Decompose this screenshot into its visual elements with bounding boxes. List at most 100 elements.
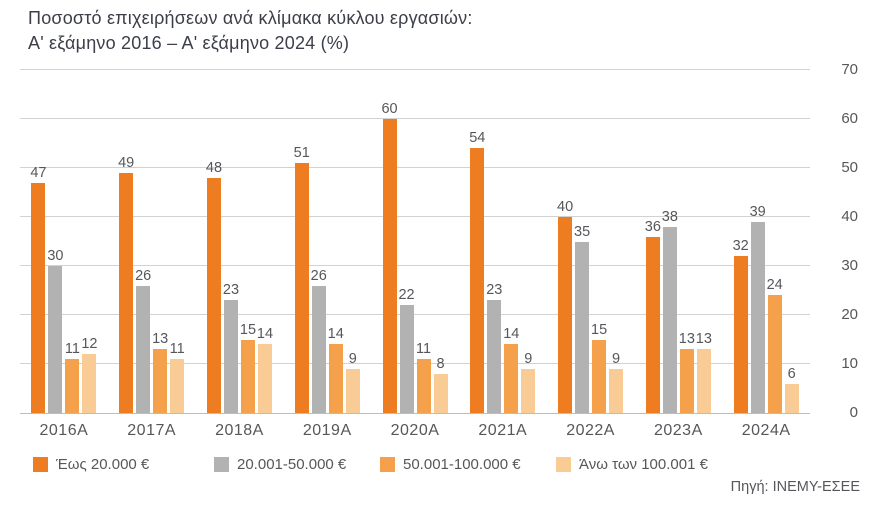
bar-series4-2020A [433, 373, 448, 413]
bar-series2-2020A [399, 305, 414, 413]
value-label: 51 [293, 145, 310, 162]
bar-group-2017A: 49 26 13 11 [108, 70, 196, 413]
bar-groups-layer: 47 30 11 12 49 26 13 11 48 23 15 14 51 26 14 9 60 22 11 8 54… [20, 70, 810, 413]
bar-series1-2024A [733, 256, 748, 413]
gridline-60 [20, 118, 810, 119]
y-tick-label-60: 60 [841, 110, 858, 127]
value-label: 54 [469, 130, 486, 147]
value-label: 14 [503, 326, 520, 343]
bar-column: 36 [644, 218, 661, 413]
value-label: 6 [787, 365, 796, 382]
x-axis-label-2018A: 2018A [215, 422, 264, 439]
bar-series4-2018A [257, 344, 272, 413]
bar-series2-2024A [750, 221, 765, 413]
value-label: 15 [591, 321, 608, 338]
bar-column: 11 [65, 341, 80, 413]
value-label: 9 [612, 350, 621, 367]
bar-column: 14 [256, 326, 274, 413]
legend-swatch-icon [33, 457, 48, 472]
value-label: 13 [678, 331, 695, 348]
bar-column: 15 [239, 321, 257, 413]
gridline-70 [20, 69, 810, 70]
y-tick-label-70: 70 [841, 61, 858, 78]
bar-series3-2023A [679, 349, 694, 413]
bar-column: 60 [381, 101, 398, 413]
x-axis-label-2024A: 2024A [741, 422, 791, 439]
legend-label: 20.001-50.000 € [237, 456, 347, 473]
bar-column: 48 [205, 159, 223, 413]
value-label: 38 [661, 208, 678, 225]
legend-item-3: 50.001-100.000 € [380, 456, 521, 473]
bar-column: 9 [345, 351, 360, 413]
bar-series4-2022A [609, 368, 624, 413]
bar-group-2021A: 54 23 14 9 [459, 70, 547, 413]
bar-column: 47 [30, 165, 46, 413]
y-tick-label-30: 30 [841, 257, 858, 274]
value-label: 8 [436, 355, 445, 372]
gridline-40 [20, 216, 810, 217]
gridline-20 [20, 314, 810, 315]
gridline-50 [20, 167, 810, 168]
value-label: 12 [81, 336, 98, 353]
gridline-10 [20, 363, 810, 364]
bar-series1-2016A [31, 182, 46, 413]
value-label: 23 [486, 282, 503, 299]
bar-column: 13 [678, 331, 695, 413]
y-tick-label-50: 50 [841, 159, 858, 176]
bar-column: 51 [293, 145, 310, 413]
value-label: 48 [205, 159, 223, 176]
bar-series3-2019A [328, 344, 343, 413]
value-label: 11 [415, 341, 432, 358]
bar-series2-2017A [136, 285, 151, 413]
bar-series4-2017A [170, 359, 185, 413]
bar-series4-2021A [521, 368, 536, 413]
value-label: 24 [766, 277, 783, 294]
bar-series4-2016A [82, 354, 97, 413]
bar-column: 6 [784, 365, 799, 413]
source-note: Πηγή: ΙΝΕΜΥ-ΕΣΕΕ [730, 479, 860, 495]
bar-column: 35 [574, 223, 591, 413]
value-label: 14 [256, 326, 274, 343]
bar-column: 13 [152, 331, 169, 413]
y-tick-label-10: 10 [841, 355, 858, 372]
value-label: 15 [239, 321, 257, 338]
value-label: 26 [310, 267, 327, 284]
chart-title-line1: Ποσοστό επιχειρήσεων ανά κλίμακα κύκλου … [28, 8, 473, 28]
value-label: 30 [47, 248, 64, 264]
y-tick-label-0: 0 [849, 404, 858, 421]
value-label: 22 [398, 287, 415, 304]
bar-series3-2024A [767, 295, 782, 413]
bar-series2-2023A [662, 226, 677, 413]
bar-series1-2020A [382, 119, 397, 413]
x-axis-label-2020A: 2020A [390, 422, 440, 439]
bar-column: 12 [81, 336, 98, 413]
bar-series3-2022A [592, 339, 607, 413]
bar-group-2024A: 32 39 24 6 [722, 70, 810, 413]
bar-series2-2021A [487, 300, 502, 413]
bar-series2-2019A [311, 285, 326, 413]
bar-series1-2021A [470, 148, 485, 413]
bar-series3-2016A [65, 359, 80, 413]
value-label: 35 [574, 223, 591, 240]
value-label: 13 [152, 331, 169, 348]
legend-label: Έως 20.000 € [56, 456, 150, 473]
bar-column: 11 [415, 341, 432, 413]
legend-label: 50.001-100.000 € [403, 456, 521, 473]
bar-column: 32 [733, 238, 749, 413]
bar-group-2019A: 51 26 14 9 [283, 70, 371, 413]
value-label: 40 [557, 199, 574, 215]
bar-column: 9 [521, 351, 536, 413]
bar-column: 11 [170, 341, 185, 413]
value-label: 13 [695, 331, 712, 348]
bar-column: 54 [469, 130, 486, 413]
x-axis-label-2017A: 2017A [127, 422, 177, 439]
bar-column: 22 [398, 287, 415, 413]
bar-series4-2024A [784, 383, 799, 413]
bar-column: 15 [591, 321, 608, 413]
value-label: 36 [644, 218, 661, 235]
y-tick-label-40: 40 [841, 208, 858, 225]
bar-series1-2019A [294, 163, 309, 413]
bar-series3-2017A [153, 349, 168, 413]
bar-series2-2022A [575, 241, 590, 413]
